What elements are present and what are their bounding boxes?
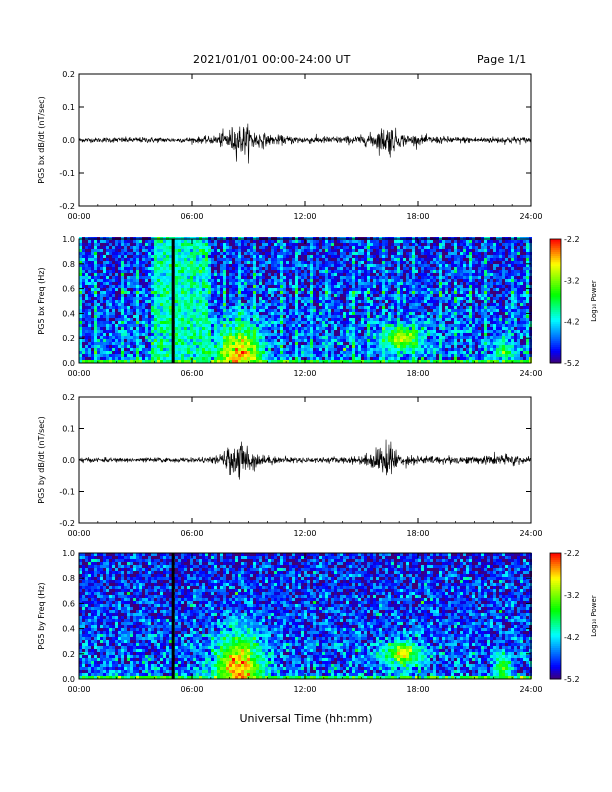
y-tick-label-1-1: 0.2 bbox=[62, 334, 75, 343]
colorbar-title-1: Log₁₀ Power bbox=[590, 280, 598, 322]
y-tick-label-0-3: 0.1 bbox=[62, 103, 75, 112]
x-tick-label-3-1: 06:00 bbox=[180, 685, 203, 694]
x-axis-title: Universal Time (hh:mm) bbox=[239, 712, 373, 725]
signal-trace-2 bbox=[78, 439, 532, 480]
colorbar-tick-label-1-1: -3.2 bbox=[564, 276, 580, 285]
y-tick-label-0-1: -0.1 bbox=[59, 169, 75, 178]
signal-trace-0 bbox=[78, 123, 532, 164]
x-tick-label-3-0: 00:00 bbox=[67, 685, 90, 694]
x-tick-label-3-4: 24:00 bbox=[519, 685, 542, 694]
colorbar-tick-label-3-3: -5.2 bbox=[564, 675, 580, 684]
y-tick-label-2-1: -0.1 bbox=[59, 488, 75, 497]
colorbar-tick-label-3-1: -3.2 bbox=[564, 591, 580, 600]
x-tick-label-1-1: 06:00 bbox=[180, 369, 203, 378]
data-gap-3-0 bbox=[171, 553, 175, 679]
y-tick-label-3-0: 0.0 bbox=[62, 675, 75, 684]
x-tick-label-1-2: 12:00 bbox=[293, 369, 316, 378]
y-tick-label-3-4: 0.8 bbox=[62, 574, 75, 583]
y-tick-label-2-4: 0.2 bbox=[62, 393, 75, 402]
x-tick-label-2-2: 12:00 bbox=[293, 529, 316, 538]
x-tick-label-1-3: 18:00 bbox=[406, 369, 429, 378]
y-tick-label-2-3: 0.1 bbox=[62, 425, 75, 434]
colorbar-frame-1 bbox=[549, 238, 562, 364]
data-gap-1-0 bbox=[171, 239, 175, 363]
y-tick-label-1-4: 0.8 bbox=[62, 260, 75, 269]
spectrogram-1 bbox=[79, 237, 532, 363]
x-tick-label-2-1: 06:00 bbox=[180, 529, 203, 538]
colorbar-3 bbox=[550, 553, 561, 680]
x-tick-label-2-4: 24:00 bbox=[519, 529, 542, 538]
y-tick-label-0-2: 0.0 bbox=[62, 136, 75, 145]
spectrogram-3 bbox=[79, 553, 532, 679]
y-tick-label-3-1: 0.2 bbox=[62, 650, 75, 659]
x-tick-label-0-1: 06:00 bbox=[180, 212, 203, 221]
y-axis-title-0: PG5 bx dB/dt (nT/sec) bbox=[37, 96, 46, 183]
page-number: Page 1/1 bbox=[477, 53, 527, 66]
y-tick-label-1-2: 0.4 bbox=[62, 309, 75, 318]
y-axis-title-2: PG5 by dB/dt (nT/sec) bbox=[37, 416, 46, 503]
x-tick-label-3-3: 18:00 bbox=[406, 685, 429, 694]
colorbar-1 bbox=[550, 239, 561, 364]
y-tick-label-3-2: 0.4 bbox=[62, 625, 75, 634]
x-tick-label-0-2: 12:00 bbox=[293, 212, 316, 221]
y-tick-label-1-0: 0.0 bbox=[62, 359, 75, 368]
y-tick-label-1-3: 0.6 bbox=[62, 285, 75, 294]
x-tick-label-1-4: 24:00 bbox=[519, 369, 542, 378]
colorbar-frame-3 bbox=[549, 552, 562, 680]
x-tick-label-1-0: 00:00 bbox=[67, 369, 90, 378]
x-tick-label-3-2: 12:00 bbox=[293, 685, 316, 694]
y-tick-label-3-3: 0.6 bbox=[62, 599, 75, 608]
plot-title: 2021/01/01 00:00-24:00 UT bbox=[193, 53, 351, 66]
x-tick-label-2-3: 18:00 bbox=[406, 529, 429, 538]
colorbar-tick-label-1-3: -5.2 bbox=[564, 359, 580, 368]
colorbar-tick-label-3-0: -2.2 bbox=[564, 549, 580, 558]
colorbar-tick-label-3-2: -4.2 bbox=[564, 633, 580, 642]
colorbar-title-3: Log₁₀ Power bbox=[590, 595, 598, 637]
y-axis-title-1: PG5 bx Freq (Hz) bbox=[37, 267, 46, 334]
x-tick-label-0-3: 18:00 bbox=[406, 212, 429, 221]
y-tick-label-2-2: 0.0 bbox=[62, 456, 75, 465]
colorbar-tick-label-1-2: -4.2 bbox=[564, 318, 580, 327]
x-tick-label-0-4: 24:00 bbox=[519, 212, 542, 221]
y-tick-label-1-5: 1.0 bbox=[62, 235, 75, 244]
x-tick-label-2-0: 00:00 bbox=[67, 529, 90, 538]
y-tick-label-3-5: 1.0 bbox=[62, 549, 75, 558]
y-tick-label-2-0: -0.2 bbox=[59, 519, 75, 528]
y-tick-label-0-0: -0.2 bbox=[59, 202, 75, 211]
colorbar-tick-label-1-0: -2.2 bbox=[564, 235, 580, 244]
x-tick-label-0-0: 00:00 bbox=[67, 212, 90, 221]
y-axis-title-3: PG5 by Freq (Hz) bbox=[37, 582, 46, 649]
y-tick-label-0-4: 0.2 bbox=[62, 70, 75, 79]
